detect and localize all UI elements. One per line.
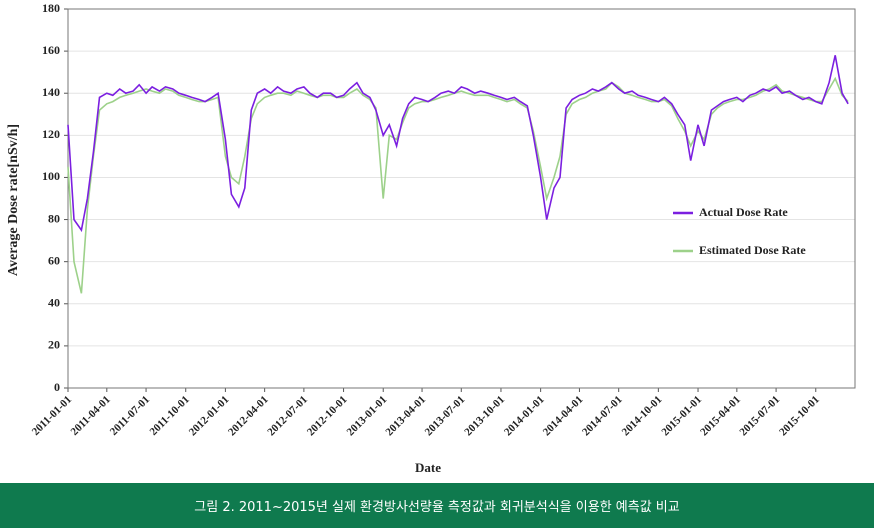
x-tick-label: 2014-10-01 (620, 394, 665, 439)
legend-label: Estimated Dose Rate (699, 243, 806, 257)
x-tick-label: 2015-07-01 (737, 394, 782, 439)
x-tick-label: 2013-01-01 (345, 394, 390, 439)
x-tick-label: 2014-04-01 (541, 394, 586, 439)
x-tick-label: 2015-01-01 (659, 394, 704, 439)
x-tick-label: 2012-10-01 (305, 394, 350, 439)
y-tick-label: 80 (48, 211, 60, 225)
x-axis-label: Date (415, 460, 441, 475)
chart: Average Dose rate[nSv/h] Date 0 20 40 60 80 1… (6, 1, 856, 475)
y-tick-label: 0 (54, 380, 60, 394)
y-tick-label: 40 (48, 296, 60, 310)
y-tick-label: 60 (48, 253, 60, 267)
x-tick-label: 2013-04-01 (383, 394, 428, 439)
x-tick-label: 2012-01-01 (187, 394, 232, 439)
x-tick-label: 2012-07-01 (265, 394, 310, 439)
x-tick-label: 2011-04-01 (69, 394, 113, 438)
x-tick-label: 2013-10-01 (462, 394, 507, 439)
y-tick-label: 180 (42, 1, 60, 15)
caption: 그림 2. 2011~2015년 실제 환경방사선량율 측정값과 회귀분석식을 … (0, 483, 874, 528)
x-tick-label: 2011-10-01 (147, 394, 191, 438)
data-line (67, 76, 849, 294)
x-tick-label: 2014-01-01 (502, 394, 547, 439)
y-tick-label: 160 (42, 43, 60, 57)
y-tick-label: 100 (42, 169, 60, 183)
x-tick-label: 2011-01-01 (30, 394, 74, 438)
data-line (67, 55, 849, 233)
x-tick-label: 2015-04-01 (698, 394, 743, 439)
y-axis-label: Average Dose rate[nSv/h] (6, 124, 21, 276)
x-tick-label: 2015-10-01 (777, 394, 822, 439)
legend-label: Actual Dose Rate (699, 205, 788, 219)
x-tick-label: 2012-04-01 (226, 394, 271, 439)
x-tick-label: 2011-07-01 (108, 394, 152, 438)
y-tick-label: 20 (48, 338, 60, 352)
x-tick-label: 2013-07-01 (423, 394, 468, 439)
plot-frame (67, 8, 856, 389)
y-tick-label: 120 (42, 127, 60, 141)
y-tick-label: 140 (42, 85, 60, 99)
x-tick-label: 2014-07-01 (580, 394, 625, 439)
